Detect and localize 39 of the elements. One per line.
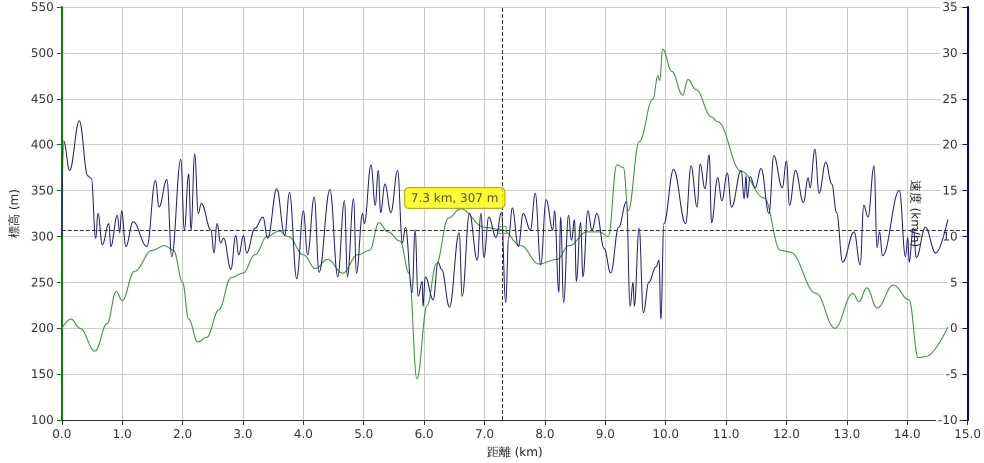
y-tick-label: 500 [30,46,54,60]
x-tick-label: 2.0 [173,427,192,441]
x-tick-label: 5.0 [354,427,374,441]
x-tick-label: 14.0 [894,427,921,441]
y2-tick-label: 15 [942,184,958,198]
y2-tick-label: 20 [942,138,958,152]
y-tick-label: 550 [30,0,54,14]
y-tick-label: 200 [30,321,54,336]
x-tick-label: 11.0 [712,427,740,441]
x-tick-label: 15.0 [954,427,981,441]
y-tick-label: 250 [30,275,54,290]
x-tick-label: 9.0 [596,427,615,441]
x-tick-label: 12.0 [773,427,800,441]
x-tick-label: 4.0 [294,427,313,441]
y2-tick-label: -5 [946,367,958,382]
y2-tick-label: -10 [938,413,958,427]
x-tick-label: 7.0 [474,427,494,441]
x-tick-label: 6.0 [414,427,434,441]
y-axis-title: 標高 (m) [7,189,21,238]
x-axis-title: 距離 (km) [486,445,543,459]
x-tick-label: 1.0 [112,427,132,441]
y-tick-label: 150 [30,367,54,382]
y2-tick-label: 30 [942,46,958,60]
y-tick-label: 350 [30,184,54,198]
annotation: 7.3 km, 307 m [410,191,498,206]
y-tick-label: 300 [30,229,54,244]
y-tick-label: 450 [30,92,54,106]
x-tick-label: 0.0 [52,427,72,441]
y2-tick-label: 10 [942,229,958,244]
y2-tick-label: 5 [950,275,958,290]
x-tick-label: 8.0 [535,427,554,441]
y2-tick-label: 35 [942,0,958,14]
x-tick-label: 3.0 [233,427,253,441]
x-tick-label: 13.0 [834,427,860,441]
y2-tick-label: 0 [950,321,958,336]
y2-tick-label: 25 [942,92,958,106]
x-tick-label: 10.0 [652,427,680,441]
y-tick-label: 400 [30,138,54,152]
y-tick-label: 100 [30,413,54,427]
